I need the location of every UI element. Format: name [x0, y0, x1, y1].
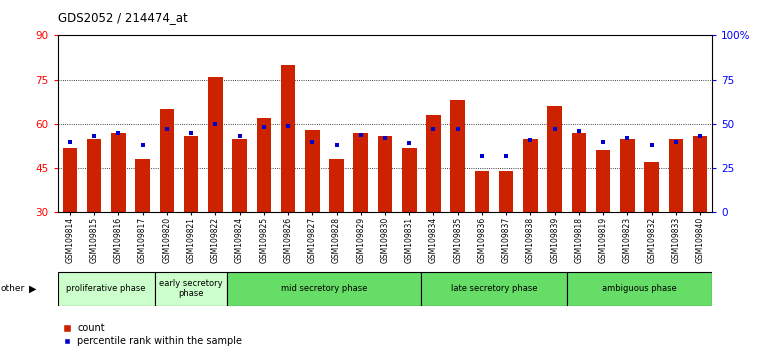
Bar [87, 139, 102, 212]
Text: mid secretory phase: mid secretory phase [281, 284, 367, 293]
Bar [155, 272, 227, 306]
Bar [450, 100, 465, 212]
Bar [693, 136, 708, 212]
Bar [474, 171, 489, 212]
Bar [421, 272, 567, 306]
Text: ambiguous phase: ambiguous phase [602, 284, 677, 293]
Bar [427, 115, 440, 212]
Bar [62, 148, 77, 212]
Bar [668, 139, 683, 212]
Bar [227, 272, 421, 306]
Bar [567, 272, 712, 306]
Bar [281, 65, 296, 212]
Bar [547, 106, 562, 212]
Bar [499, 171, 514, 212]
Bar [159, 109, 174, 212]
Bar [596, 150, 611, 212]
Text: early secretory
phase: early secretory phase [159, 279, 223, 298]
Text: ▶: ▶ [29, 284, 37, 293]
Bar [111, 133, 126, 212]
Bar [305, 130, 320, 212]
Bar [256, 118, 271, 212]
Text: proliferative phase: proliferative phase [66, 284, 146, 293]
Bar [402, 148, 417, 212]
Legend: count, percentile rank within the sample: count, percentile rank within the sample [62, 324, 243, 346]
Bar [378, 136, 392, 212]
Text: late secretory phase: late secretory phase [450, 284, 537, 293]
Text: GDS2052 / 214474_at: GDS2052 / 214474_at [58, 11, 188, 24]
Text: other: other [1, 284, 25, 293]
Bar [330, 159, 343, 212]
Bar [644, 162, 659, 212]
Bar [58, 272, 155, 306]
Bar [136, 159, 150, 212]
Bar [208, 77, 223, 212]
Bar [620, 139, 634, 212]
Bar [184, 136, 199, 212]
Bar [353, 133, 368, 212]
Bar [571, 133, 586, 212]
Bar [233, 139, 247, 212]
Bar [523, 139, 537, 212]
